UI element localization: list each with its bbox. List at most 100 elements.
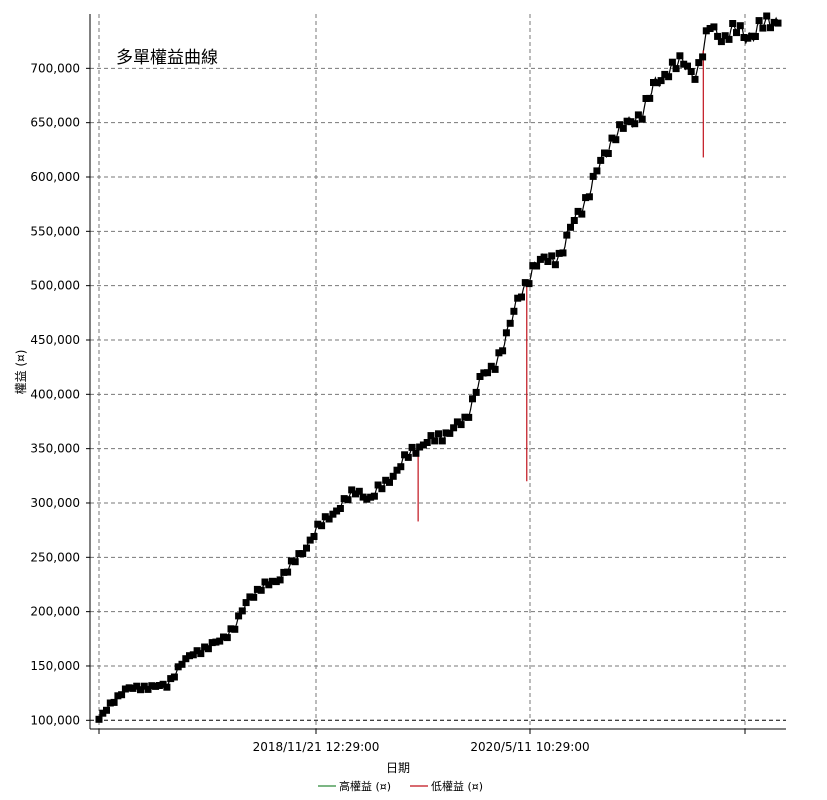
data-point bbox=[555, 249, 563, 257]
data-point bbox=[167, 675, 175, 683]
data-point bbox=[238, 607, 246, 615]
y-tick-labels: 100,000 150,000 200,000 250,000 300,000 350,0… bbox=[30, 61, 90, 727]
data-point bbox=[397, 463, 405, 471]
data-point bbox=[748, 32, 756, 40]
data-point bbox=[216, 637, 224, 645]
data-point bbox=[152, 682, 160, 690]
data-point bbox=[638, 115, 646, 123]
y-tick-label: 500,000 bbox=[30, 279, 80, 293]
data-point bbox=[110, 698, 118, 706]
data-point bbox=[619, 124, 627, 132]
data-point bbox=[442, 429, 450, 437]
x-tick-label: 2018/11/21 12:29:00 bbox=[253, 740, 380, 754]
data-point bbox=[627, 118, 635, 126]
data-point bbox=[604, 150, 612, 157]
data-point bbox=[99, 709, 107, 717]
data-point bbox=[321, 513, 329, 521]
data-point bbox=[480, 369, 488, 377]
legend-label-low: 低權益 (¤) bbox=[431, 779, 483, 793]
data-point bbox=[551, 261, 559, 269]
data-point bbox=[510, 307, 518, 315]
data-point bbox=[499, 347, 507, 355]
data-point bbox=[540, 253, 548, 261]
data-point bbox=[495, 349, 503, 357]
data-point bbox=[529, 262, 537, 270]
data-point bbox=[231, 625, 239, 633]
y-tick-label: 150,000 bbox=[30, 659, 80, 673]
data-point bbox=[593, 167, 601, 175]
data-point bbox=[774, 19, 782, 27]
data-point bbox=[759, 24, 767, 32]
data-point bbox=[159, 680, 167, 688]
y-tick-label: 200,000 bbox=[30, 605, 80, 619]
legend: 高權益 (¤) 低權益 (¤) bbox=[318, 779, 483, 793]
data-point bbox=[419, 441, 427, 449]
data-point bbox=[631, 120, 639, 128]
data-point bbox=[125, 684, 133, 692]
data-point bbox=[672, 65, 680, 73]
data-point bbox=[702, 27, 710, 35]
data-point bbox=[378, 485, 386, 493]
data-point bbox=[250, 593, 258, 601]
data-point bbox=[740, 34, 748, 41]
axes bbox=[89, 14, 786, 730]
data-point bbox=[284, 568, 292, 576]
data-point bbox=[287, 557, 295, 565]
data-point bbox=[340, 495, 348, 503]
data-point bbox=[299, 550, 307, 558]
data-point bbox=[118, 691, 126, 699]
data-point bbox=[103, 706, 110, 714]
grid-lines bbox=[90, 14, 786, 729]
data-point bbox=[767, 24, 774, 32]
data-point bbox=[744, 34, 752, 42]
data-point bbox=[389, 472, 397, 480]
data-point bbox=[717, 38, 725, 46]
data-point bbox=[363, 495, 371, 503]
y-tick-label: 250,000 bbox=[30, 550, 80, 564]
x-axis-title: 日期 bbox=[386, 761, 410, 775]
data-point bbox=[574, 207, 582, 215]
data-point bbox=[751, 33, 759, 40]
data-point bbox=[106, 699, 114, 707]
data-point bbox=[514, 294, 522, 302]
data-point bbox=[227, 625, 235, 633]
data-point bbox=[121, 685, 129, 693]
data-point bbox=[691, 75, 699, 83]
data-point bbox=[616, 121, 624, 129]
data-point bbox=[261, 578, 269, 586]
data-point bbox=[518, 293, 525, 301]
data-point bbox=[416, 443, 424, 451]
data-point bbox=[310, 533, 318, 540]
data-point bbox=[487, 362, 495, 370]
data-point bbox=[197, 650, 205, 658]
data-point bbox=[189, 651, 197, 659]
y-tick-label: 550,000 bbox=[30, 224, 80, 238]
y-axis-title: 權益 (¤) bbox=[14, 350, 28, 395]
data-point bbox=[401, 451, 409, 459]
chart-title: 多單權益曲線 bbox=[116, 48, 218, 68]
data-point bbox=[174, 663, 182, 671]
data-point bbox=[733, 29, 740, 37]
data-point bbox=[525, 280, 533, 288]
data-point bbox=[699, 53, 707, 61]
data-point bbox=[367, 493, 375, 501]
data-point bbox=[246, 593, 254, 601]
data-point bbox=[333, 507, 341, 515]
data-point bbox=[374, 481, 382, 489]
data-point bbox=[193, 647, 201, 655]
data-point bbox=[650, 79, 657, 86]
data-point bbox=[506, 319, 514, 327]
data-point bbox=[257, 586, 265, 594]
data-point bbox=[763, 12, 771, 20]
data-point bbox=[453, 418, 461, 426]
data-point bbox=[212, 638, 220, 646]
data-point bbox=[291, 558, 299, 566]
data-point bbox=[223, 634, 231, 642]
data-point bbox=[280, 568, 288, 576]
data-point bbox=[657, 77, 665, 85]
data-point bbox=[450, 424, 458, 432]
data-point bbox=[465, 413, 473, 421]
data-point bbox=[352, 490, 359, 498]
data-point bbox=[661, 70, 669, 78]
data-point bbox=[585, 193, 593, 201]
